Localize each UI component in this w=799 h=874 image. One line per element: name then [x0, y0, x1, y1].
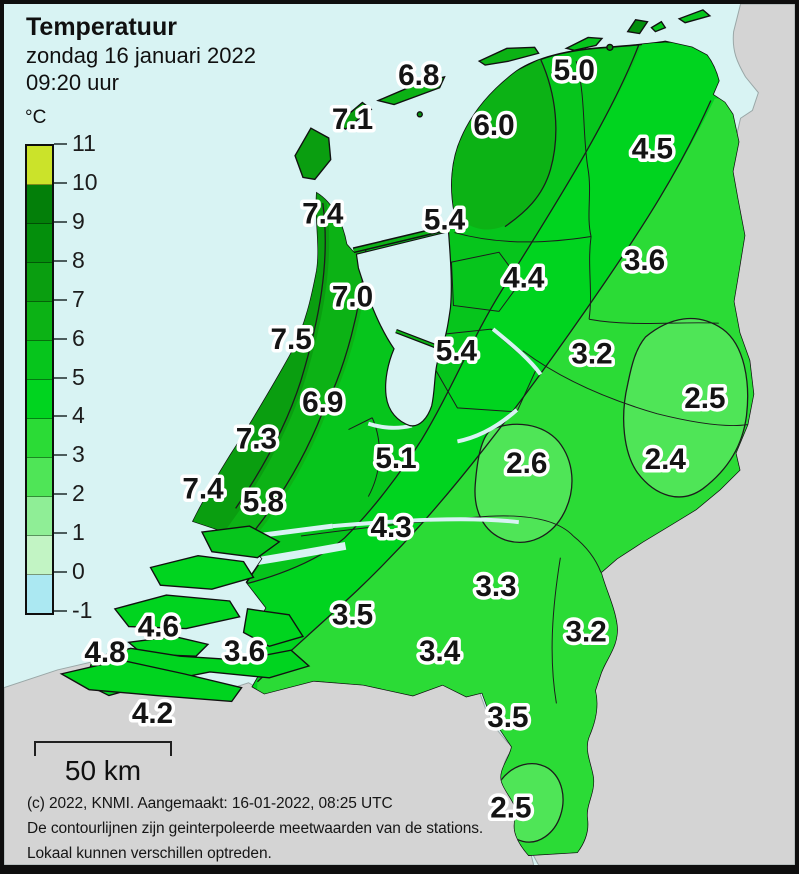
scale-bar	[34, 741, 172, 756]
temp-label: 4.5	[632, 133, 673, 166]
legend-tick-label: 11	[72, 130, 96, 156]
legend-tick	[54, 415, 67, 418]
ijsselmeer-lake	[355, 230, 452, 427]
pocket-2-3-east	[623, 317, 749, 498]
temp-label: 4.2	[132, 697, 173, 730]
legend-tick	[54, 493, 67, 496]
temp-label: 4.4	[503, 262, 545, 295]
afsluitdijk	[352, 224, 450, 254]
legend-tick	[54, 143, 67, 145]
legend-tick-label: 4	[72, 402, 85, 429]
temp-label: 5.4	[424, 204, 466, 237]
temp-label: 7.4	[302, 198, 344, 231]
temp-label: 6.9	[302, 386, 343, 419]
legend-segment	[27, 458, 52, 497]
legend-segment	[27, 302, 52, 341]
temp-label: 6.8	[398, 59, 439, 92]
temp-label: 3.2	[571, 338, 612, 371]
temp-label: 2.5	[490, 792, 531, 825]
legend-tick-label: -1	[72, 597, 93, 623]
legend-segment	[27, 263, 52, 302]
temp-label: 7.1	[332, 103, 373, 136]
temp-label: 7.3	[236, 422, 277, 455]
legend-tick-label: 2	[72, 480, 85, 507]
legend-segment	[27, 497, 52, 536]
footer-line: (c) 2022, KNMI. Aangemaakt: 16-01-2022, …	[27, 795, 393, 812]
wadden-islands	[294, 9, 712, 181]
temp-label: 5.0	[554, 54, 595, 87]
legend-tick-label: 6	[72, 324, 85, 351]
legend-segment	[27, 146, 52, 185]
legend-unit-label: °C	[25, 107, 47, 128]
legend-tick-label: 1	[72, 519, 85, 546]
legend-segment	[27, 536, 52, 575]
temperature-labels: 6.8 5.0 7.1 6.0 4.5 7.4 5.4 3.6 4.4 7.0 7.5 5.4 3.2 2…	[81, 50, 729, 828]
temp-label: 4.8	[84, 636, 125, 669]
footer-line: De contourlijnen zijn geinterpoleerde me…	[27, 820, 484, 838]
temp-label: 7.4	[182, 473, 224, 506]
title-block: Temperatuur zondag 16 januari 2022 09:20…	[26, 12, 256, 97]
legend-tick	[54, 337, 67, 340]
map-title: Temperatuur	[26, 13, 177, 41]
legend-tick-label: 10	[72, 168, 98, 195]
legend-tick	[54, 259, 67, 262]
legend-segment	[27, 419, 52, 458]
band-6-7-friesland	[451, 59, 556, 230]
legend-tick	[54, 454, 67, 457]
temp-label: 3.6	[624, 244, 665, 277]
legend-tick	[54, 376, 67, 379]
legend-tick	[54, 181, 67, 184]
map-canvas: 6.8 5.0 7.1 6.0 4.5 7.4 5.4 3.6 4.4 7.0 7.5 5.4 3.2 2…	[4, 4, 795, 865]
legend-tick	[54, 610, 67, 612]
temp-label: 5.8	[243, 485, 284, 518]
map-time: 09:20 uur	[26, 70, 119, 96]
legend-segment	[27, 380, 52, 419]
legend-tick-label: 8	[72, 246, 85, 273]
temp-label: 5.4	[436, 335, 478, 368]
legend-segments	[27, 146, 52, 613]
zeeland-islands	[59, 525, 311, 703]
legend-tick-scale: 11 10 9 8 7 6 5 4 3 2 1 0 -1	[54, 130, 114, 623]
legend-tick-label: 5	[72, 363, 85, 390]
temp-label: 2.4	[645, 443, 687, 476]
legend-colorbar	[25, 144, 54, 615]
temp-label: 3.3	[475, 570, 516, 603]
footer-line: Lokaal kunnen verschillen optreden.	[27, 845, 272, 863]
temp-label: 7.5	[270, 323, 311, 356]
temp-label: 3.2	[565, 615, 606, 648]
legend-tick	[54, 298, 67, 301]
legend-tick	[54, 220, 67, 223]
footer-credits: (c) 2022, KNMI. Aangemaakt: 16-01-2022, …	[27, 791, 484, 865]
houtribdijk	[395, 328, 449, 353]
legend-segment	[27, 224, 52, 263]
temp-label: 2.5	[684, 382, 725, 415]
scale-bar-label: 50 km	[64, 755, 142, 786]
legend-segment	[27, 341, 52, 380]
legend-segment	[27, 185, 52, 224]
temp-label: 3.5	[487, 701, 528, 734]
legend-segment	[27, 575, 52, 613]
legend-tick-label: 9	[72, 207, 85, 234]
temp-label: 4.6	[138, 611, 179, 644]
temp-label: 5.1	[375, 442, 416, 475]
map-date: zondag 16 januari 2022	[26, 43, 256, 69]
temp-label: 7.0	[332, 280, 373, 313]
temp-label: 4.3	[370, 511, 411, 544]
temp-label: 3.4	[419, 635, 461, 668]
pocket-2-3-veluwe	[474, 423, 573, 543]
legend-tick	[54, 532, 67, 535]
temp-label: 3.5	[332, 599, 373, 632]
legend-tick-label: 7	[72, 285, 85, 312]
temp-label: 2.6	[506, 447, 547, 480]
temp-label: 3.6	[224, 635, 265, 668]
legend-tick	[54, 571, 67, 574]
temp-label: 6.0	[473, 109, 514, 142]
legend-tick-label: 3	[72, 441, 85, 468]
legend-tick-label: 0	[72, 558, 85, 585]
